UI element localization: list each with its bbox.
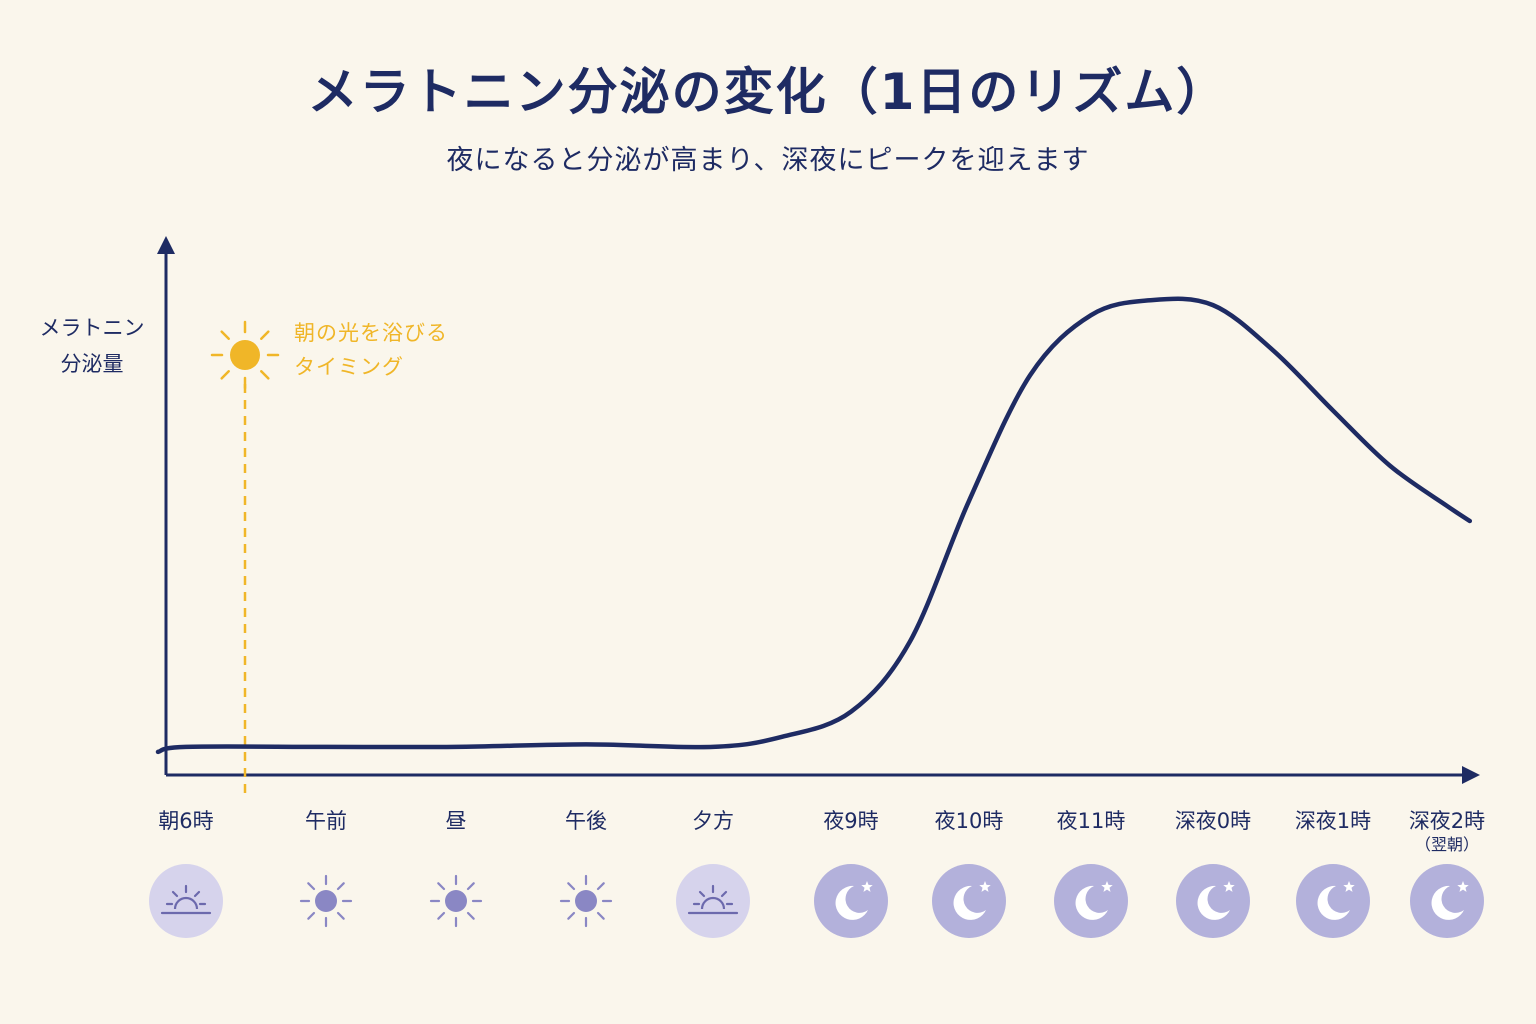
sunrise-icon: [149, 864, 223, 938]
y-axis-label-line-1: メラトニン: [39, 316, 145, 340]
moon-star-icon: [932, 864, 1006, 938]
x-tick-label: 深夜0時: [1143, 808, 1283, 834]
x-tick-label: 夕方: [643, 808, 783, 834]
sun-icon: [429, 874, 483, 928]
sunset-icon: [676, 864, 750, 938]
x-tick-label: 午後: [516, 808, 656, 834]
x-tick-text: 深夜1時: [1294, 809, 1372, 833]
x-axis-arrow: [1462, 766, 1480, 784]
sun-icon: [559, 874, 613, 928]
x-tick-label: 午前: [256, 808, 396, 834]
morning-light-annotation: 朝の光を浴びる タイミング: [294, 316, 448, 384]
x-tick-label: 夜11時: [1021, 808, 1161, 834]
annotation-line-1: 朝の光を浴びる: [294, 321, 448, 345]
y-axis-arrow: [157, 236, 175, 254]
x-tick-text: 午前: [305, 809, 347, 833]
x-tick-label: 昼: [386, 808, 526, 834]
x-tick-sublabel: （翌朝）: [1414, 835, 1479, 854]
sun-icon: [299, 874, 353, 928]
x-tick-label: 夜9時: [781, 808, 921, 834]
x-tick-text: 朝6時: [158, 809, 214, 833]
x-tick-text: 深夜2時: [1408, 809, 1486, 833]
annotation-sun-icon: [210, 320, 280, 390]
moon-star-icon: [1410, 864, 1484, 938]
moon-star-icon: [1054, 864, 1128, 938]
x-tick-label: 深夜1時: [1263, 808, 1403, 834]
moon-star-icon: [1176, 864, 1250, 938]
x-tick-label: 夜10時: [899, 808, 1039, 834]
chart-title: メラトニン分泌の変化（1日のリズム）: [307, 63, 1229, 121]
melatonin-curve: [155, 296, 1473, 755]
moon-star-icon: [1296, 864, 1370, 938]
x-tick-text: 夕方: [692, 809, 734, 833]
x-tick-label: 朝6時: [116, 808, 256, 834]
x-tick-text: 深夜0時: [1174, 809, 1252, 833]
x-tick-text: 午後: [565, 809, 607, 833]
x-tick-text: 夜9時: [823, 809, 879, 833]
x-tick-text: 夜10時: [934, 809, 1004, 833]
chart-subtitle: 夜になると分泌が高まり、深夜にピークを迎えます: [446, 145, 1090, 176]
moon-star-icon: [814, 864, 888, 938]
x-tick-label: 深夜2時 （翌朝）: [1377, 808, 1517, 856]
y-axis-label-line-2: 分泌量: [60, 352, 124, 376]
x-tick-text: 夜11時: [1056, 809, 1126, 833]
annotation-line-2: タイミング: [294, 355, 404, 379]
x-tick-text: 昼: [445, 809, 467, 833]
y-axis-label: メラトニン 分泌量: [28, 310, 156, 382]
